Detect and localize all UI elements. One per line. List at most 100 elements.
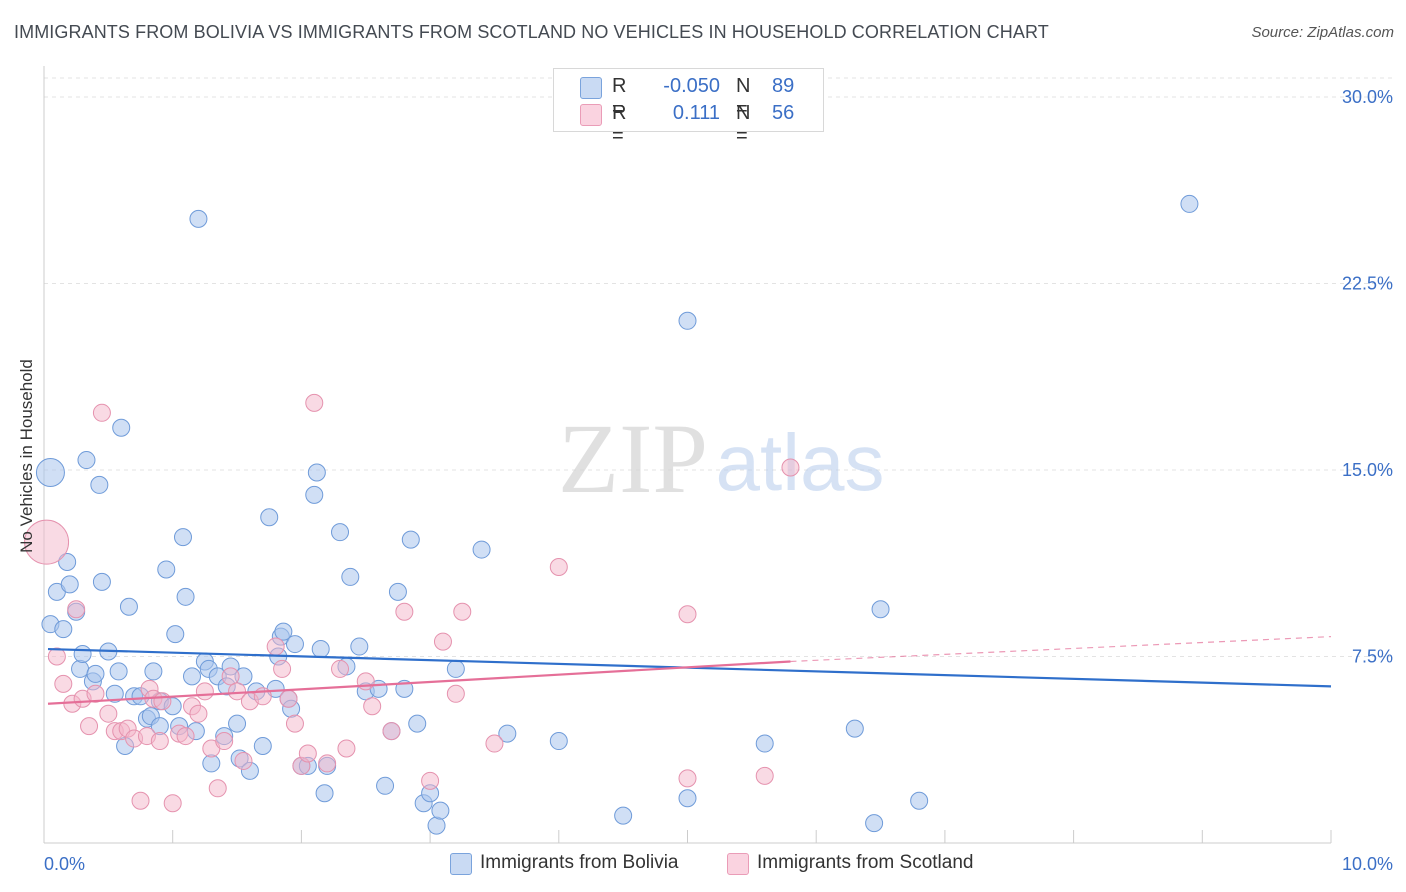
scotland-point [273, 659, 292, 678]
scotland-point [395, 602, 414, 621]
legend-n-label: N = [736, 75, 751, 120]
y-tick-label: 30.0% [1342, 87, 1393, 107]
scotland-point [150, 732, 169, 751]
bolivia-point [253, 737, 272, 756]
bolivia-point [144, 662, 163, 681]
scotland-point [80, 717, 99, 736]
scotland-point [221, 667, 240, 686]
legend-r-label: R = [612, 75, 627, 120]
bolivia-point [331, 523, 350, 542]
scotland-point [54, 674, 73, 693]
scotland-point [382, 722, 401, 741]
legend-n-value: 89 [772, 75, 795, 97]
chart-title: IMMIGRANTS FROM BOLIVIA VS IMMIGRANTS FR… [14, 22, 1049, 42]
scotland-point [433, 632, 452, 651]
bolivia-point [431, 801, 450, 820]
bolivia-point [183, 667, 202, 686]
scotland-point [131, 791, 150, 810]
scotland-point [86, 684, 105, 703]
bolivia-point [274, 622, 293, 641]
bolivia-point [173, 528, 192, 547]
bolivia-point [427, 816, 446, 835]
x-tick-label-min: 0.0% [44, 854, 85, 874]
scotland-points [24, 393, 800, 813]
bolivia-point [401, 530, 420, 549]
bolivia-point [73, 645, 92, 664]
scotland-trend-line [47, 660, 791, 705]
bolivia-point [446, 659, 465, 678]
bolivia-point [307, 463, 326, 482]
bolivia-point [157, 560, 176, 579]
scotland-point [781, 458, 800, 477]
bolivia-point [58, 553, 77, 572]
bolivia-point [865, 814, 884, 833]
bolivia-point [845, 719, 864, 738]
scotland-point [453, 602, 472, 621]
bolivia-point [105, 684, 124, 703]
scotland-point [678, 605, 697, 624]
watermark-zip: ZIP [558, 403, 708, 514]
bolivia-point [166, 625, 185, 644]
scotland-point [549, 557, 568, 576]
scotland-point [318, 754, 337, 773]
scotland-point [153, 692, 172, 711]
bolivia-point [1180, 194, 1199, 213]
scotland-point [208, 779, 227, 798]
scotland-point [363, 697, 382, 716]
legend-r-label: R = [612, 102, 627, 147]
scotland-point [446, 684, 465, 703]
bolivia-point [189, 209, 208, 228]
bolivia-point [119, 597, 138, 616]
bolivia-point [109, 662, 128, 681]
scotland-point [421, 771, 440, 790]
legend-swatch-bolivia [580, 77, 602, 99]
scotland-point [92, 403, 111, 422]
bolivia-point [910, 791, 929, 810]
bolivia-point [549, 732, 568, 751]
bottom-legend-label-scotland: Immigrants from Scotland [757, 852, 974, 873]
bolivia-point [90, 475, 109, 494]
y-tick-label: 7.5% [1352, 647, 1393, 667]
source-label: Source: ZipAtlas.com [1251, 24, 1394, 41]
y-axis-label: No Vehicles in Household [17, 359, 36, 553]
x-tick-label-max: 10.0% [1342, 854, 1393, 874]
bolivia-point [614, 806, 633, 825]
bolivia-point [376, 776, 395, 795]
grid-lines [44, 77, 1392, 657]
scotland-point [755, 766, 774, 785]
bolivia-point [755, 734, 774, 753]
scotland-point [99, 704, 118, 723]
scotland-point [234, 751, 253, 770]
bolivia-point [311, 640, 330, 659]
bolivia-point [60, 575, 79, 594]
bolivia-point [86, 664, 105, 683]
bolivia-point [341, 567, 360, 586]
bottom-legend-label-bolivia: Immigrants from Bolivia [480, 852, 679, 873]
bolivia-point [71, 659, 90, 678]
scotland-point [176, 727, 195, 746]
bolivia-point [350, 637, 369, 656]
scotland-point [485, 734, 504, 753]
bolivia-point [54, 620, 73, 639]
legend-r-value: -0.050 [663, 75, 720, 97]
scotland-point [298, 744, 317, 763]
axes [43, 66, 1332, 844]
y-tick-label: 15.0% [1342, 460, 1393, 480]
bolivia-point [260, 508, 279, 527]
bolivia-point [871, 600, 890, 619]
y-tick-label: 22.5% [1342, 274, 1393, 294]
bolivia-point [176, 587, 195, 606]
scotland-point [47, 647, 66, 666]
bolivia-point [305, 485, 324, 504]
bottom-legend-swatch-scotland [727, 853, 749, 875]
legend-n-value: 56 [772, 102, 795, 124]
legend: R = -0.050 N = 89 R = 0.111 N = 56 [553, 68, 824, 147]
scotland-point [279, 689, 298, 708]
legend-r-value: 0.111 [672, 102, 720, 124]
scotland-point [163, 794, 182, 813]
legend-swatch-scotland [580, 104, 602, 126]
bolivia-point [388, 582, 407, 601]
scotland-point [24, 519, 70, 565]
bolivia-point [228, 714, 247, 733]
